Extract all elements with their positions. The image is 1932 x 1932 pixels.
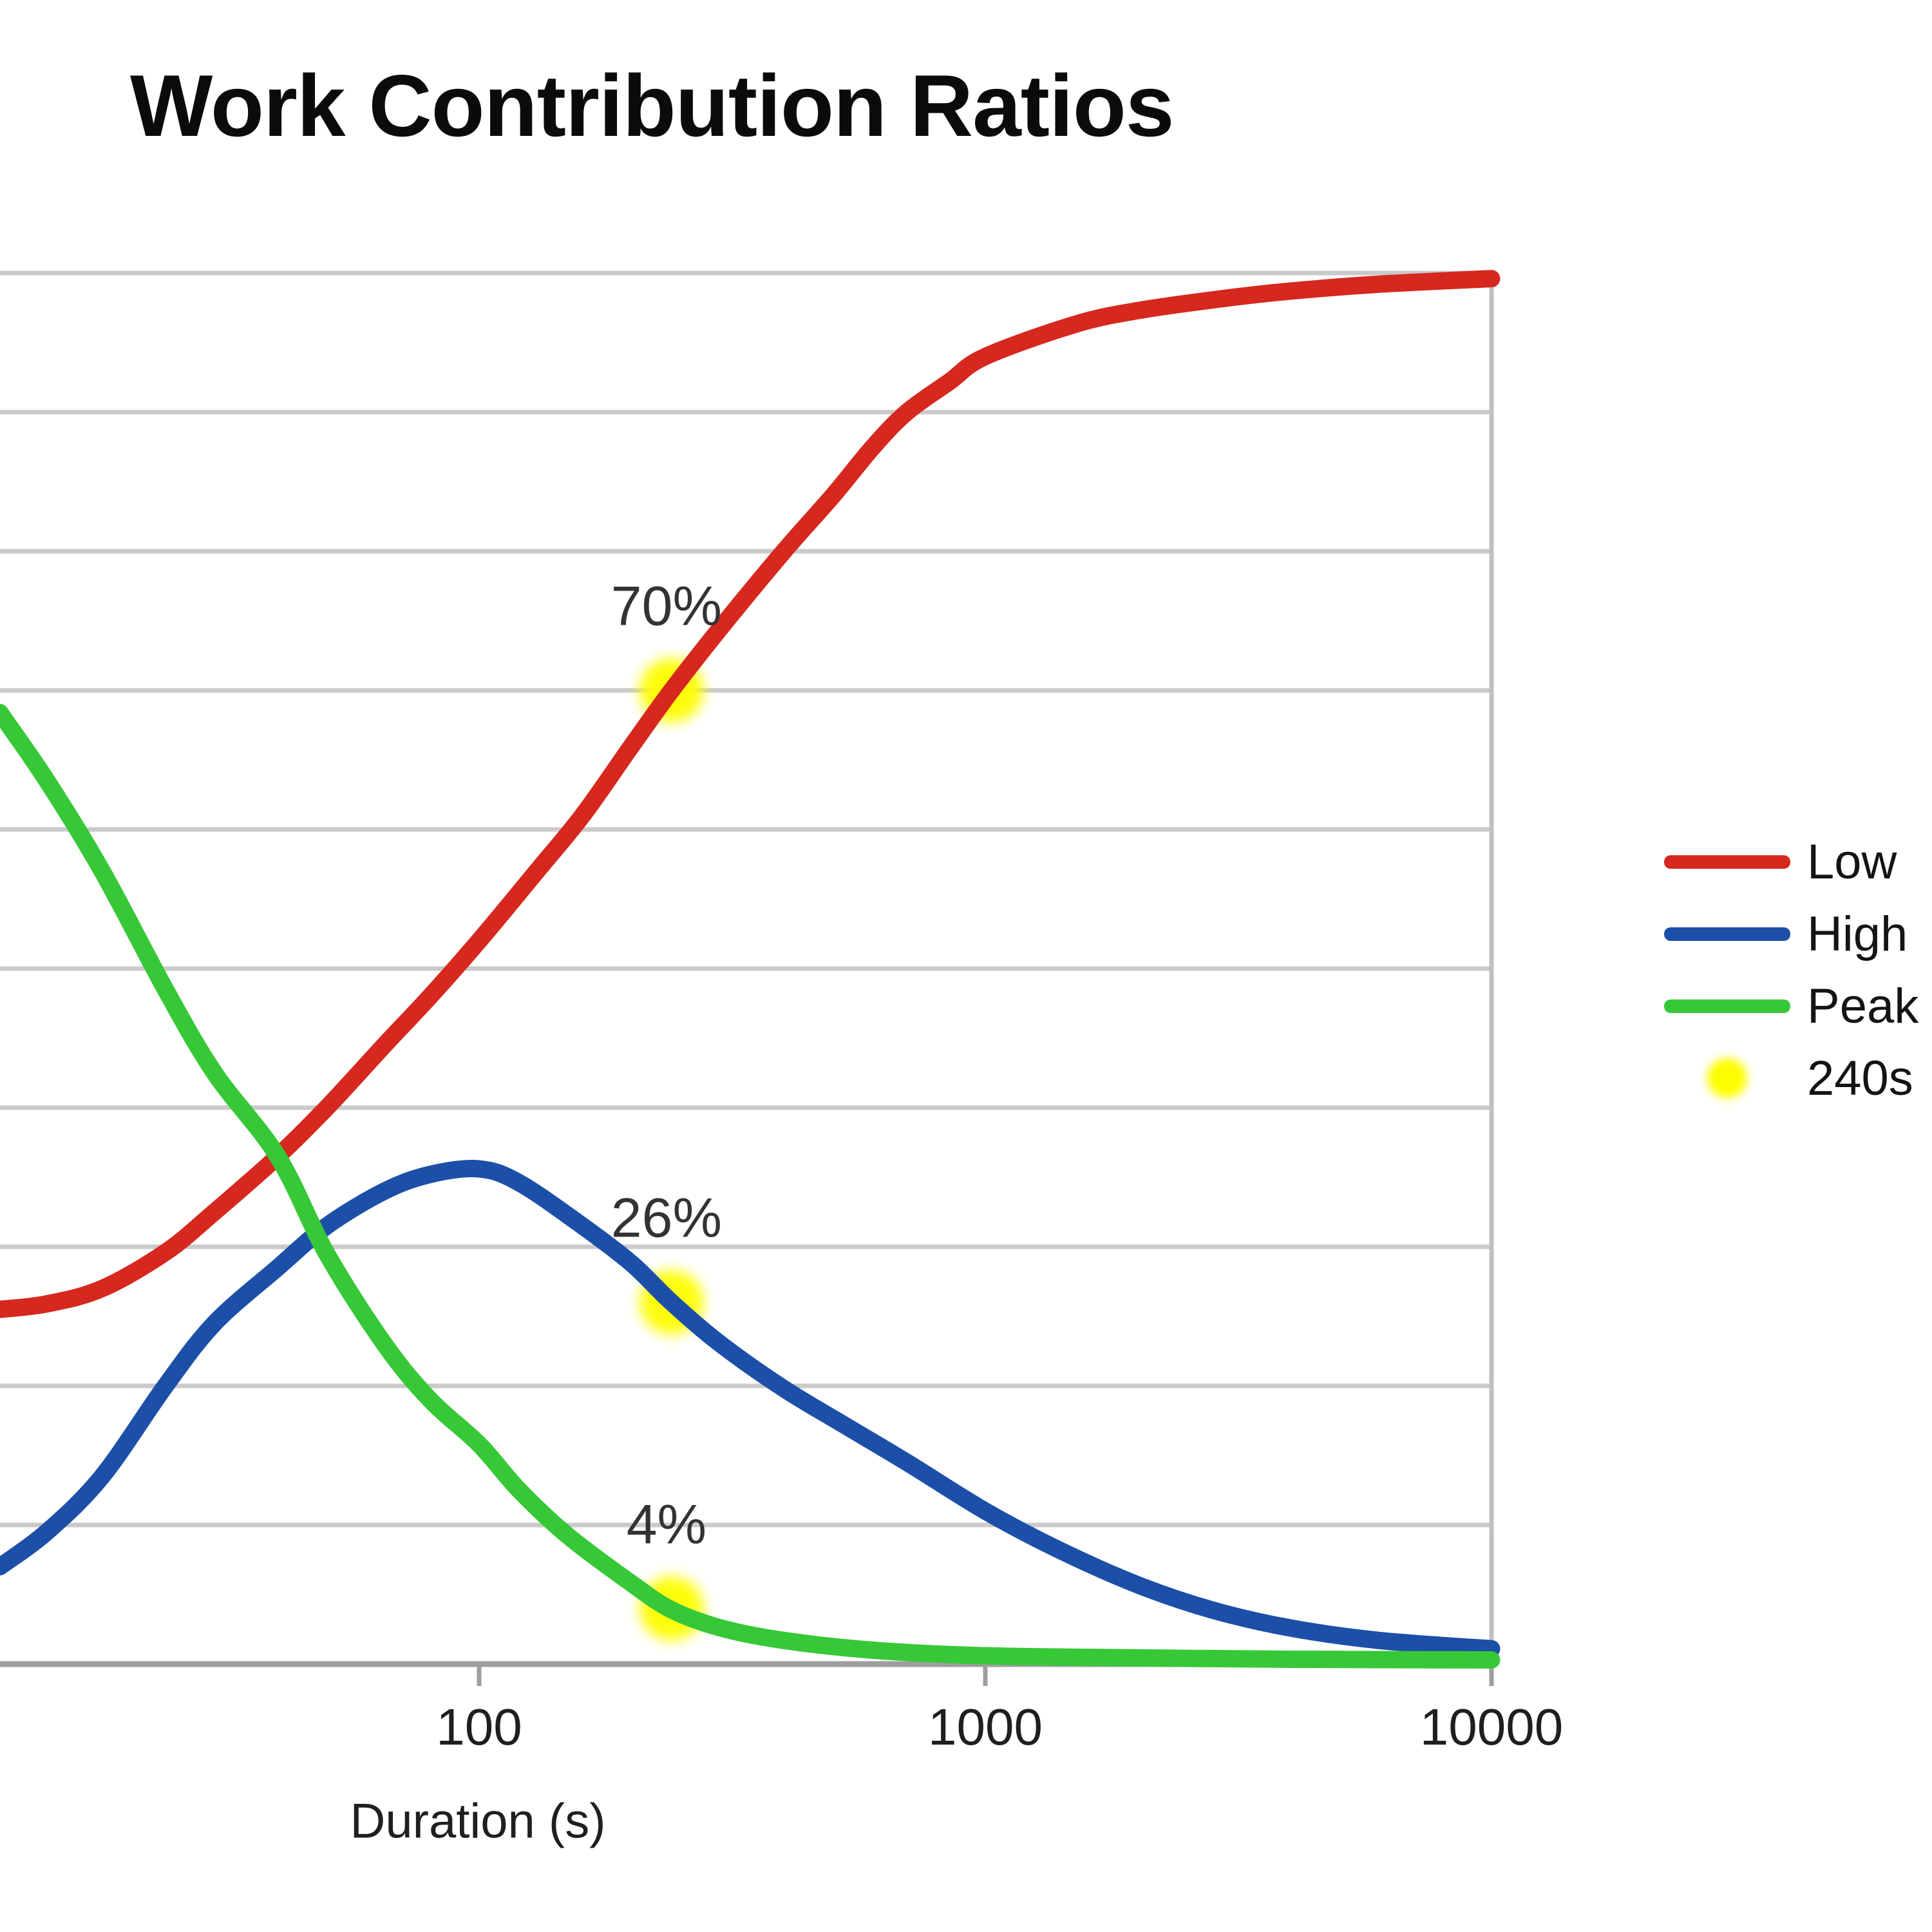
legend-item-240s: 240s — [1664, 1042, 1918, 1114]
legend-label-high: High — [1807, 906, 1908, 961]
x-tick-label-1000: 1000 — [928, 1698, 1043, 1756]
chart-title: Work Contribution Ratios — [130, 57, 1174, 155]
legend-item-peak: Peak — [1664, 970, 1918, 1042]
curve-peak — [0, 704, 1501, 1669]
curve-low — [0, 270, 1501, 1318]
legend-label-peak: Peak — [1807, 978, 1919, 1034]
legend-label-low: Low — [1807, 834, 1897, 889]
marker-label-peak: 4% — [626, 1493, 707, 1556]
legend-item-high: High — [1664, 898, 1918, 970]
marker-label-high: 26% — [611, 1187, 722, 1249]
legend-line-swatch-peak — [1664, 999, 1790, 1013]
marker-label-low: 70% — [611, 575, 722, 638]
x-axis-title: Duration (s) — [350, 1794, 606, 1849]
legend-line-swatch-high — [1664, 927, 1790, 941]
legend: Low High Peak 240s — [1664, 826, 1918, 1114]
x-tick-label-10000: 10000 — [1419, 1698, 1564, 1756]
curve-high — [0, 1160, 1501, 1658]
legend-item-low: Low — [1664, 826, 1918, 898]
x-tick-label-100: 100 — [436, 1698, 522, 1756]
legend-label-240s: 240s — [1807, 1050, 1913, 1106]
legend-dot-swatch-240s — [1707, 1058, 1747, 1098]
legend-line-swatch-low — [1664, 855, 1790, 869]
